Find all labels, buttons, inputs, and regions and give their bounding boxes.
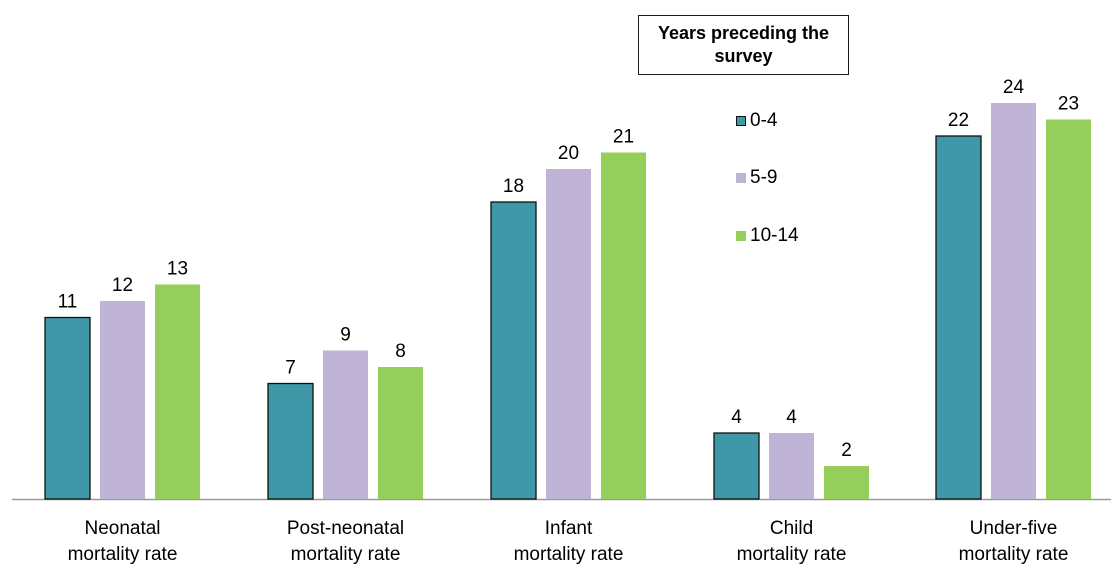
x-tick-label-4: Under-five mortality rate [924, 516, 1104, 568]
data-label-5-9-4: 24 [1003, 77, 1025, 98]
data-label-5-9-1: 9 [340, 325, 351, 346]
bar-0-4-4 [935, 135, 982, 500]
data-label-5-9-0: 12 [112, 275, 133, 296]
bar-5-9-0 [100, 301, 145, 499]
bar-5-9-4 [991, 103, 1036, 499]
bar-0-4-1 [267, 382, 314, 500]
x-tick-label-1: Post-neonatal mortality rate [256, 516, 436, 568]
bar-5-9-1 [323, 350, 368, 499]
x-tick-label-line: mortality rate [290, 544, 401, 565]
data-label-10-14-2: 21 [613, 127, 634, 148]
legend-item-5-9: 5-9 [736, 167, 777, 189]
data-label-10-14-0: 13 [167, 259, 188, 280]
data-label-5-9-3: 4 [786, 407, 797, 428]
legend-swatch [736, 173, 746, 183]
data-label-10-14-3: 2 [841, 440, 852, 461]
legend-item-0-4: 0-4 [736, 110, 777, 132]
bar-10-14-3 [824, 466, 869, 499]
legend-label: 5-9 [750, 167, 778, 188]
x-tick-label-line: Under-five [969, 518, 1058, 539]
data-label-10-14-1: 8 [395, 341, 406, 362]
legend-swatch [736, 116, 746, 126]
legend-label: 10-14 [750, 225, 799, 246]
data-label-0-4-0: 11 [58, 292, 78, 313]
data-label-0-4-4: 22 [948, 110, 969, 131]
x-tick-label-2: Infant mortality rate [479, 516, 659, 568]
x-tick-label-line: mortality rate [736, 544, 847, 565]
x-tick-label-line: mortality rate [513, 544, 624, 565]
bar-0-4-0 [44, 316, 91, 500]
legend-title: Years preceding the survey [638, 15, 849, 75]
bar-0-4-3 [713, 432, 760, 500]
x-tick-label-line: Infant [544, 518, 593, 539]
legend-item-10-14: 10-14 [736, 225, 799, 247]
bar-0-4-2 [490, 201, 537, 500]
x-tick-label-line: mortality rate [67, 544, 178, 565]
bar-10-14-2 [601, 152, 646, 499]
data-label-0-4-1: 7 [285, 358, 296, 379]
bar-5-9-2 [546, 169, 591, 499]
x-tick-label-line: Neonatal [84, 518, 161, 539]
bar-10-14-0 [155, 284, 200, 499]
x-tick-label-line: Post-neonatal [286, 518, 405, 539]
data-label-0-4-2: 18 [503, 176, 524, 197]
x-tick-label-line: Child [769, 518, 814, 539]
legend-label: 0-4 [750, 110, 778, 131]
bar-10-14-1 [378, 367, 423, 499]
data-label-5-9-2: 20 [558, 143, 579, 164]
x-tick-label-3: Child mortality rate [702, 516, 882, 568]
data-label-0-4-3: 4 [731, 407, 742, 428]
x-tick-label-line: mortality rate [958, 544, 1069, 565]
bar-5-9-3 [769, 433, 814, 499]
x-tick-label-0: Neonatal mortality rate [33, 516, 213, 568]
legend-swatch [736, 231, 746, 241]
data-label-10-14-4: 23 [1058, 94, 1079, 115]
bar-10-14-4 [1046, 119, 1091, 499]
